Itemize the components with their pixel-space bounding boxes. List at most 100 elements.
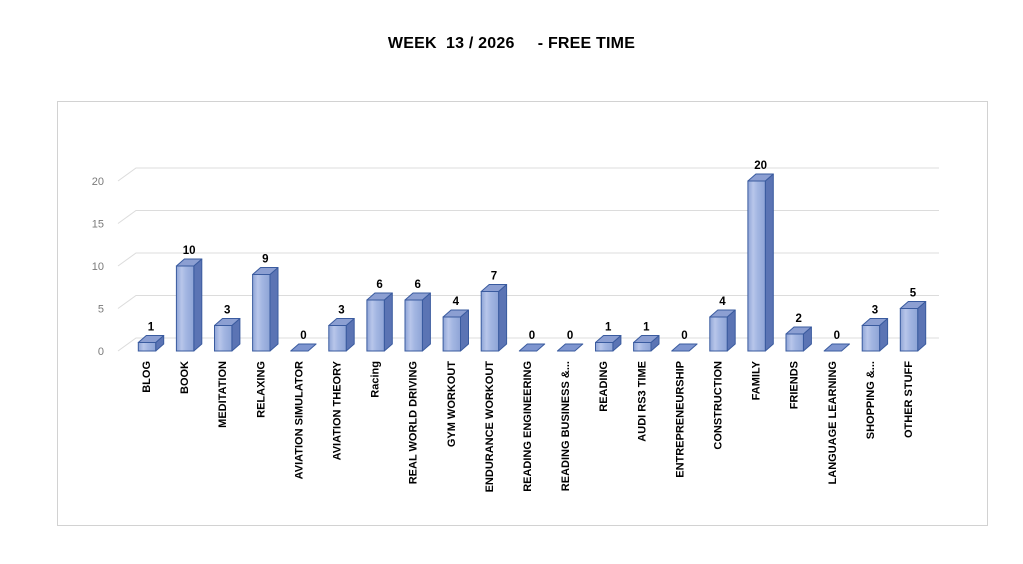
gridline <box>117 295 939 309</box>
bar-side-face <box>383 292 393 352</box>
gridlines <box>117 167 939 352</box>
bar-front-face <box>899 308 919 352</box>
bar-zero-face <box>823 343 850 352</box>
category-label: READING BUSINESS &... <box>560 361 572 491</box>
data-label: 1 <box>605 322 612 334</box>
data-label: 10 <box>183 245 196 257</box>
bar-reading-engineering[interactable] <box>518 343 546 352</box>
bar-racing[interactable] <box>366 292 393 352</box>
bar-language-learning[interactable] <box>823 343 850 352</box>
category-label: LANGUAGE LEARNING <box>827 361 839 484</box>
bar-front-face <box>633 342 652 352</box>
data-label: 1 <box>148 322 155 334</box>
y-tick-label: 15 <box>92 219 104 231</box>
bar-meditation[interactable] <box>214 318 241 352</box>
bar-front-face <box>785 333 804 352</box>
bar-book[interactable] <box>175 258 203 352</box>
data-label: 6 <box>414 279 420 291</box>
bar-front-face <box>404 299 423 352</box>
gridline <box>117 167 939 182</box>
bar-zero-face <box>671 343 698 352</box>
data-label: 3 <box>338 305 344 317</box>
bar-shopping[interactable] <box>861 318 889 352</box>
chart-title: WEEK 13 / 2026 - FREE TIME <box>387 35 636 52</box>
bar-zero-face <box>556 343 584 352</box>
category-label: FRIENDS <box>789 361 801 409</box>
bar-other-stuff[interactable] <box>899 301 927 352</box>
data-label: 7 <box>491 271 497 283</box>
data-label: 1 <box>643 322 650 334</box>
category-label: REAL WORLD DRIVING <box>408 361 420 484</box>
y-axis-tick-labels: 0 5 10 15 20 <box>92 176 104 358</box>
bar-blog[interactable] <box>137 335 165 352</box>
y-tick-label: 0 <box>98 346 104 358</box>
data-label: 6 <box>376 279 382 291</box>
category-label: Racing <box>370 361 382 398</box>
bar-side-face <box>193 258 203 352</box>
data-label: 3 <box>224 305 230 317</box>
data-label: 2 <box>795 313 801 325</box>
category-label: READING <box>598 361 610 412</box>
category-label: MEDITATION <box>217 361 229 428</box>
bar-audi-rs3-time[interactable] <box>633 335 660 352</box>
bar-side-face <box>421 292 431 352</box>
bar-front-face <box>137 342 157 352</box>
bar-aviation-simulator[interactable] <box>290 343 317 352</box>
bar-front-face <box>861 325 881 352</box>
category-label: AVIATION SIMULATOR <box>293 361 305 479</box>
bar-side-face <box>498 284 508 352</box>
category-label: ENTREPRENEURSHIP <box>674 361 686 478</box>
bar-side-face <box>917 301 927 352</box>
category-label: AUDI RS3 TIME <box>636 361 648 442</box>
bar-entrepreneurship[interactable] <box>671 343 698 352</box>
bar-front-face <box>480 291 500 352</box>
bar-reading[interactable] <box>595 335 622 352</box>
bar-front-face <box>214 325 233 352</box>
y-tick-label: 10 <box>92 261 104 273</box>
bar-aviation-theory[interactable] <box>328 318 355 352</box>
bar-real-world-driving[interactable] <box>404 292 431 352</box>
data-label: 0 <box>834 330 840 342</box>
bar-endurance-workout[interactable] <box>480 284 508 352</box>
bar-gym-workout[interactable] <box>442 309 469 352</box>
data-label: 20 <box>754 160 767 172</box>
bars <box>137 173 927 352</box>
x-axis-labels: BLOG BOOK MEDITATION RELAXING AVIATION SIMUL… <box>141 360 915 492</box>
category-label: CONSTRUCTION <box>713 361 725 450</box>
category-label: OTHER STUFF <box>903 361 915 438</box>
category-label: GYM WORKOUT <box>446 361 458 447</box>
bar-zero-face <box>290 343 317 352</box>
bar-family[interactable] <box>747 173 774 352</box>
category-label: BOOK <box>179 361 191 394</box>
bar-reading-business[interactable] <box>556 343 584 352</box>
bar-side-face <box>269 267 279 352</box>
bar-front-face <box>709 316 728 352</box>
category-label: ENDURANCE WORKOUT <box>484 361 496 493</box>
gridline <box>117 210 939 224</box>
y-tick-label: 5 <box>98 304 104 316</box>
bar-relaxing[interactable] <box>252 267 279 352</box>
gridline <box>117 337 939 352</box>
bar-friends[interactable] <box>785 326 812 352</box>
data-label: 0 <box>681 330 687 342</box>
category-label: RELAXING <box>255 361 267 418</box>
bar-front-face <box>366 299 385 352</box>
data-label: 5 <box>910 288 917 300</box>
data-label: 9 <box>262 254 268 266</box>
bar-front-face <box>747 180 766 352</box>
data-label: 4 <box>719 296 726 308</box>
data-label: 0 <box>567 330 573 342</box>
bar-front-face <box>328 325 347 352</box>
bar-construction[interactable] <box>709 309 736 352</box>
data-label: 4 <box>453 296 460 308</box>
chart-frame[interactable]: 0 5 10 15 20 1 10 3 9 0 3 6 6 4 7 0 0 1 1 0 4 20 2 0 3 5 BLOG BOOK M… <box>57 101 988 526</box>
data-label: 0 <box>300 330 306 342</box>
y-tick-label: 20 <box>92 176 104 188</box>
data-label: 3 <box>872 305 878 317</box>
category-label: READING ENGINEERING <box>522 361 534 492</box>
category-label: FAMILY <box>751 360 763 400</box>
category-label: SHOPPING &... <box>865 361 877 439</box>
